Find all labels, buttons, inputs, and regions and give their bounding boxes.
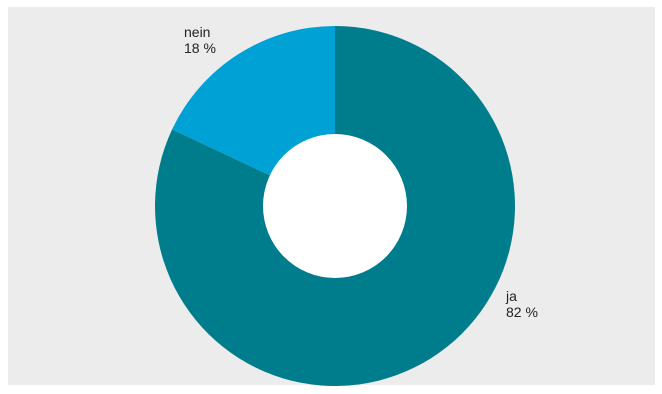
slice-label-nein-name: nein xyxy=(184,24,211,40)
slice-label-nein: nein 18 % xyxy=(184,24,216,56)
slice-label-nein-value: 18 % xyxy=(184,40,216,56)
slice-label-ja-value: 82 % xyxy=(506,304,538,320)
slice-label-ja-name: ja xyxy=(506,288,517,304)
donut-hole xyxy=(263,134,407,278)
slice-label-ja: ja 82 % xyxy=(506,288,538,320)
